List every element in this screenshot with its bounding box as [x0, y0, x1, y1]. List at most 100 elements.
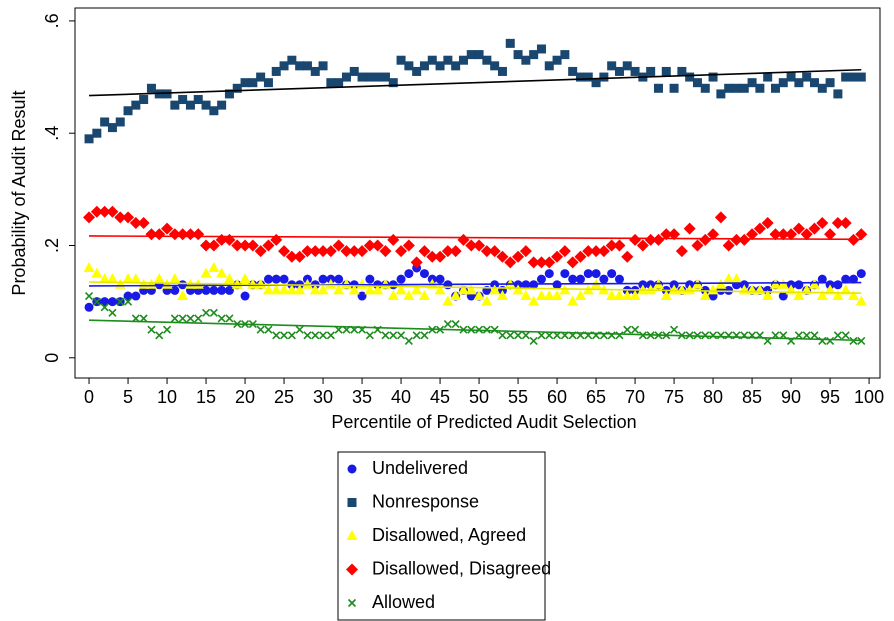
point	[668, 228, 681, 241]
point	[605, 239, 618, 252]
point	[450, 290, 462, 301]
point	[512, 250, 525, 263]
point	[560, 50, 570, 60]
point	[591, 78, 601, 88]
point	[186, 314, 195, 323]
legend-label: Disallowed, Agreed	[372, 525, 526, 545]
y-tick-label: .2	[42, 238, 62, 253]
point	[153, 273, 165, 284]
point	[856, 72, 866, 82]
point	[207, 239, 220, 252]
point	[551, 250, 564, 263]
point	[387, 290, 399, 301]
point	[816, 217, 829, 230]
point	[762, 290, 774, 301]
point	[380, 72, 390, 82]
legend-label: Undelivered	[372, 458, 468, 478]
point	[326, 331, 335, 340]
point	[761, 217, 774, 230]
point	[262, 284, 274, 295]
point	[418, 290, 430, 301]
point	[607, 331, 616, 340]
point	[498, 331, 507, 340]
point	[505, 38, 515, 48]
point	[263, 274, 273, 284]
point	[115, 117, 125, 127]
point	[574, 290, 586, 301]
point	[239, 239, 252, 252]
point	[130, 273, 142, 284]
point	[786, 72, 796, 82]
point	[209, 308, 218, 317]
point	[738, 233, 751, 246]
point	[225, 314, 234, 323]
point	[412, 66, 422, 76]
point	[527, 256, 540, 269]
point	[83, 211, 96, 224]
point	[381, 331, 390, 340]
point	[279, 331, 289, 340]
point	[661, 66, 671, 76]
point	[145, 228, 158, 241]
point	[810, 331, 819, 340]
point	[785, 228, 798, 241]
point	[92, 128, 102, 138]
point	[162, 325, 172, 334]
point	[817, 274, 827, 284]
point	[660, 290, 672, 301]
point	[92, 297, 101, 306]
point	[357, 291, 367, 301]
point	[816, 290, 828, 301]
point	[170, 314, 179, 323]
point	[285, 250, 298, 263]
point	[582, 245, 595, 258]
point	[122, 211, 135, 224]
point	[318, 61, 328, 71]
point	[201, 308, 211, 317]
x-tick-label: 85	[742, 387, 762, 407]
x-tick-label: 50	[469, 387, 489, 407]
point	[365, 72, 375, 82]
point	[373, 72, 383, 82]
point	[606, 290, 618, 301]
point	[318, 331, 328, 340]
y-tick-label: .6	[42, 13, 62, 28]
point	[363, 239, 376, 252]
point	[364, 284, 376, 295]
point	[536, 274, 546, 284]
point	[279, 274, 289, 284]
point	[769, 278, 781, 289]
point	[825, 78, 835, 88]
point	[263, 78, 273, 88]
point	[574, 250, 587, 263]
point	[84, 302, 94, 312]
point	[139, 95, 149, 105]
x-tick-label: 25	[274, 387, 294, 407]
point	[675, 245, 688, 258]
point	[256, 72, 266, 82]
point	[490, 325, 499, 334]
point	[177, 290, 189, 301]
point	[707, 284, 719, 295]
legend-marker	[347, 598, 357, 608]
point	[599, 72, 609, 82]
point	[309, 245, 322, 258]
point	[653, 83, 663, 93]
point	[824, 228, 837, 241]
point	[209, 285, 219, 295]
point	[730, 273, 742, 284]
point	[178, 314, 187, 323]
point	[309, 284, 321, 295]
point	[178, 95, 188, 105]
point	[701, 331, 710, 340]
x-tick-label: 95	[820, 387, 840, 407]
point	[403, 290, 415, 301]
point	[295, 325, 304, 334]
point	[629, 233, 642, 246]
point	[558, 245, 571, 258]
point	[278, 284, 290, 295]
point	[544, 61, 554, 71]
point	[490, 61, 500, 71]
legend-marker	[347, 464, 357, 474]
fit-line	[89, 235, 862, 241]
